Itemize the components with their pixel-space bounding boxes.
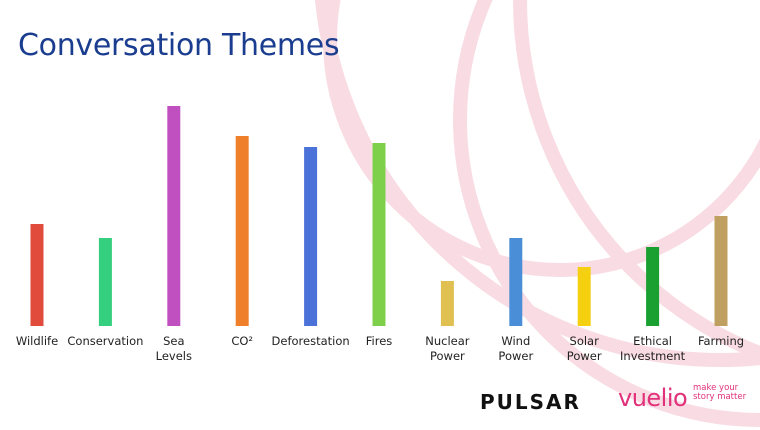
bar — [714, 216, 728, 326]
bar — [440, 281, 454, 326]
bar — [509, 238, 523, 326]
category-label: Conservation — [67, 334, 144, 348]
bar — [167, 106, 181, 326]
bar — [577, 267, 591, 326]
bar — [304, 147, 318, 326]
bar — [30, 224, 44, 326]
category-label: Farming — [697, 334, 745, 348]
bar — [372, 143, 386, 326]
category-label: Sea Levels — [155, 334, 192, 363]
category-label: Ethical Investment — [620, 334, 686, 363]
category-label: Nuclear Power — [425, 334, 470, 363]
category-label: Fires — [365, 334, 393, 348]
category-label: Wildlife — [15, 334, 59, 348]
vuelio-tagline: make your story matter — [693, 383, 747, 402]
chart-title: Conversation Themes — [18, 28, 340, 63]
bar — [235, 136, 249, 326]
category-label: Deforestation — [271, 334, 350, 348]
category-label: Solar Power — [566, 334, 602, 363]
bar — [98, 238, 112, 326]
bar — [646, 247, 660, 326]
category-label: Wind Power — [498, 334, 534, 363]
pulsar-logo: PULSAR — [480, 390, 581, 414]
vuelio-logo: vuelio — [618, 384, 688, 412]
category-label: CO² — [231, 334, 254, 348]
